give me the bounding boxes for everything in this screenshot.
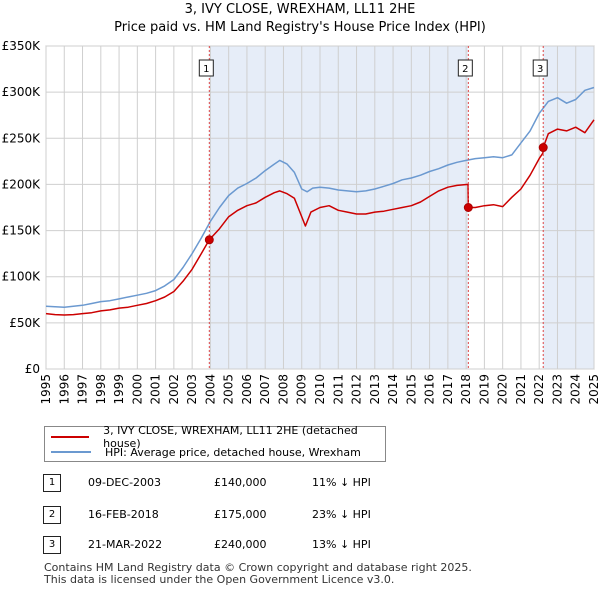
x-tick-label: 2009 [295,374,309,405]
x-tick-label: 1999 [112,374,126,405]
legend-label-property: 3, IVY CLOSE, WREXHAM, LL11 2HE (detache… [103,424,358,450]
marker-badge [532,59,548,77]
chart-title-subtitle: Price paid vs. HM Land Registry's House … [114,20,486,35]
transaction-date: 16-FEB-2018 [88,508,159,521]
transaction-point [463,203,473,212]
transaction-hpi-diff: 13% ↓ HPI [312,538,371,551]
x-tick-label: 2005 [222,374,236,405]
x-tick-label: 2006 [240,374,254,405]
marker-badge-label: 2 [462,64,468,75]
transaction-point [538,143,548,153]
transaction-price: £240,000 [214,538,267,551]
x-tick-label: 2016 [423,374,437,405]
y-tick-label: £250K [2,131,42,145]
x-tick-label: 2021 [514,374,528,405]
property-series-line [45,119,595,316]
y-tick-label: £100K [2,270,42,284]
y-tick-label: £200K [2,177,42,191]
price-chart: £0 £50K £100K £150K £200K £250K £300K £350K 1995… [2,39,600,405]
transaction-hpi-diff: 23% ↓ HPI [312,508,371,521]
transaction-row: 1 09-DEC-2003 £140,000 11% ↓ HPI [0,474,600,494]
footer-licence: This data is licensed under the Open Gov… [44,573,395,586]
x-tick-label: 2000 [130,374,144,405]
x-tick-label: 2013 [368,374,382,405]
x-tick-label: 2011 [331,374,345,405]
chart-title-address: 3, IVY CLOSE, WREXHAM, LL11 2HE [184,2,416,17]
series-lines [45,86,595,316]
x-tick-label: 2001 [149,374,163,405]
transaction-price: £175,000 [214,508,267,521]
x-tick-label: 1996 [57,374,71,405]
shaded-period [209,46,469,369]
x-tick-label: 2012 [350,374,364,405]
transaction-row: 3 21-MAR-2022 £240,000 13% ↓ HPI [0,536,600,556]
x-tick-label: 2015 [404,374,418,405]
x-tick-label: 2018 [459,374,473,405]
x-tick-label: 2004 [203,374,217,405]
shaded-periods [209,46,594,369]
axes: £0 £50K £100K £150K £200K £250K £300K £350K 1995… [2,39,600,405]
legend-item-property: 3, IVY CLOSE, WREXHAM, LL11 2HE (detache… [51,424,385,450]
marker-badge-label: 3 [537,64,543,75]
y-tick-label: £0 [25,362,40,376]
y-tick-label: £300K [2,85,42,99]
marker-badge [198,59,214,77]
x-tick-label: 1998 [94,374,108,405]
x-tick-label: 2017 [441,374,455,405]
transaction-price: £140,000 [214,476,267,489]
legend-item-hpi: HPI: Average price, detached house, Wrex… [51,445,361,459]
x-tick-label: 2003 [185,374,199,405]
hpi-series-line [45,86,595,308]
transaction-point [204,235,214,245]
x-tick-label: 2008 [276,374,290,405]
marker-badge [457,59,473,77]
x-tick-label: 2024 [569,374,583,405]
x-tick-label: 2023 [550,374,564,405]
transaction-badge: 1 [43,474,61,492]
transaction-badge: 3 [43,536,61,554]
transaction-markers: 1 2 3 [198,46,548,369]
legend-swatch-property [51,436,90,438]
x-tick-label: 2007 [258,374,272,405]
y-tick-label: £50K [9,316,41,330]
transaction-hpi-diff: 11% ↓ HPI [312,476,371,489]
x-tick-label: 2014 [386,374,400,405]
x-tick-label: 2010 [313,374,327,405]
gridlines [45,45,595,370]
x-tick-label: 1995 [39,374,53,405]
transaction-badge: 2 [43,506,61,524]
footer-copyright: Contains HM Land Registry data © Crown c… [44,561,472,574]
x-tick-label: 2022 [532,374,546,405]
x-tick-label: 1997 [76,374,90,405]
x-tick-label: 2025 [587,374,600,405]
marker-badge-label: 1 [203,64,209,75]
x-tick-label: 2019 [477,374,491,405]
transaction-date: 09-DEC-2003 [88,476,162,489]
transaction-row: 2 16-FEB-2018 £175,000 23% ↓ HPI [0,506,600,526]
legend: 3, IVY CLOSE, WREXHAM, LL11 2HE (detache… [44,424,386,462]
x-tick-label: 2020 [496,374,510,405]
y-tick-label: £350K [2,39,42,53]
legend-label-hpi: HPI: Average price, detached house, Wrex… [105,445,361,459]
legend-swatch-hpi [51,451,91,453]
transaction-date: 21-MAR-2022 [88,538,163,551]
y-tick-label: £150K [2,224,42,238]
shaded-period [543,46,594,369]
x-tick-label: 2002 [167,374,181,405]
